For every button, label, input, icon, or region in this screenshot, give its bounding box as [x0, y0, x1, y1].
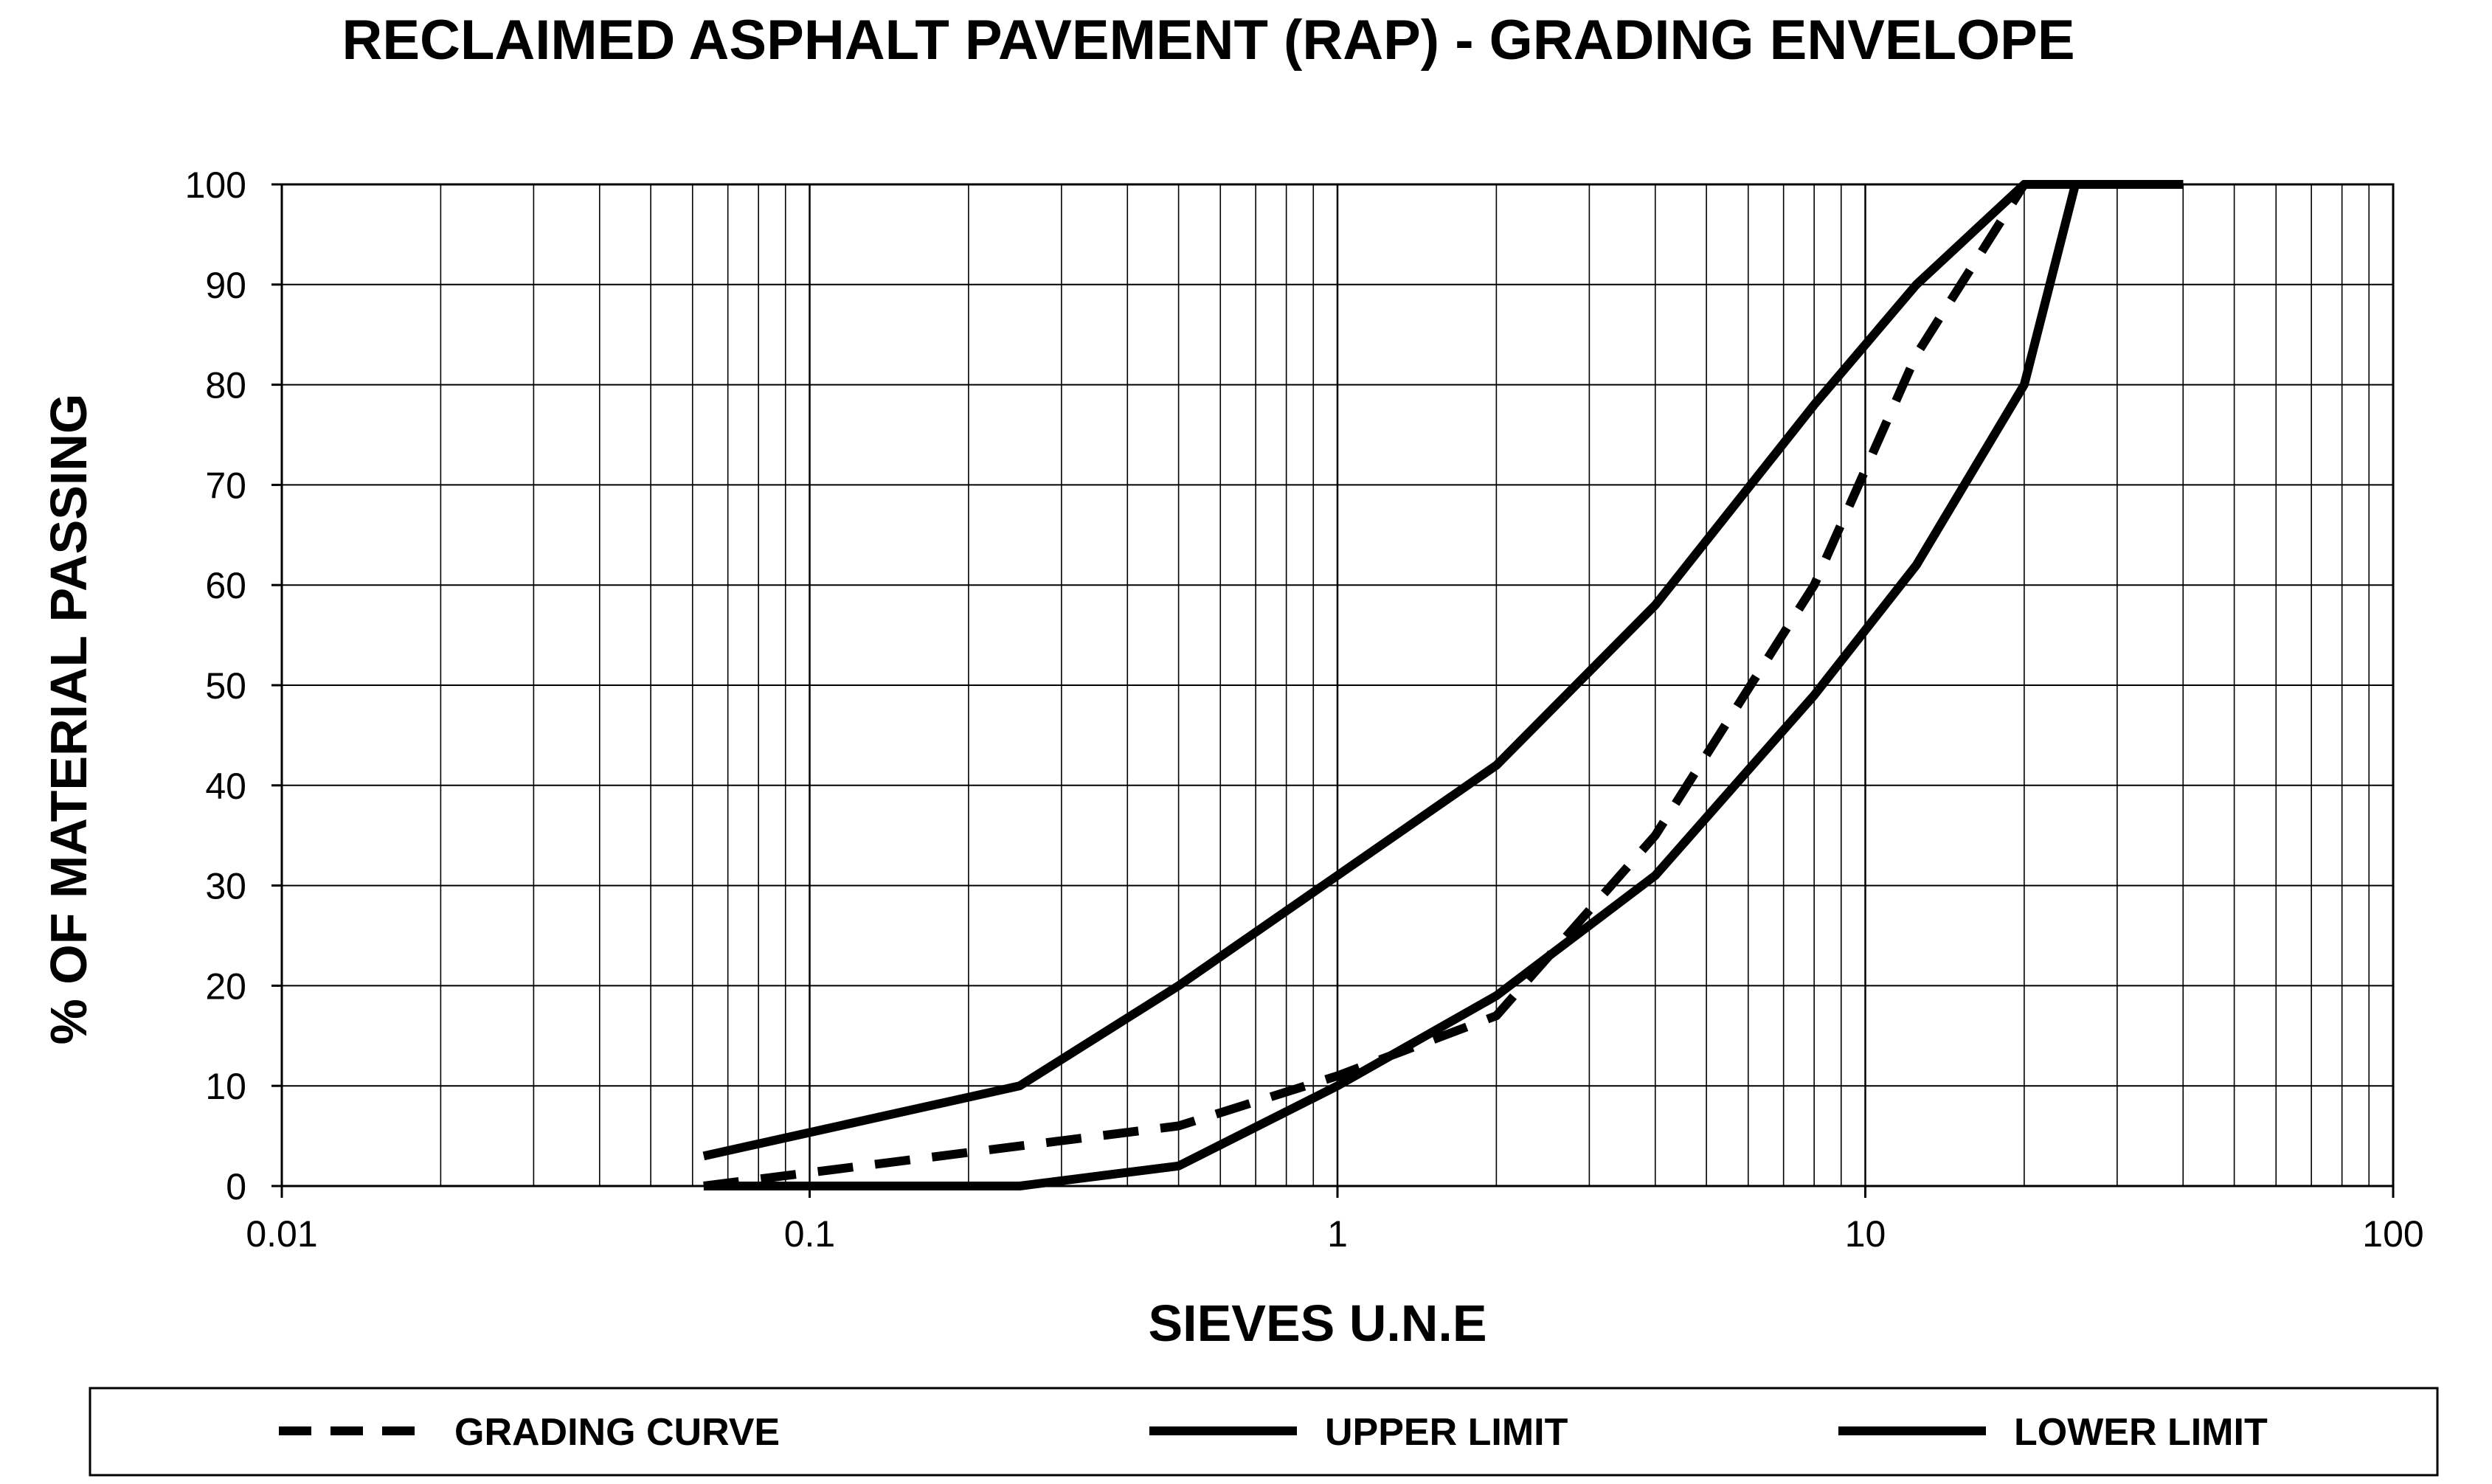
- legend-label: UPPER LIMIT: [1325, 1411, 1568, 1454]
- legend-label: GRADING CURVE: [454, 1411, 780, 1454]
- x-axis-ticks: 0.01 0.1 1 10 100: [246, 1186, 2424, 1255]
- y-tick-label: 90: [205, 265, 246, 306]
- x-tick-label: 10: [1845, 1213, 1886, 1255]
- legend-label: LOWER LIMIT: [2014, 1411, 2268, 1454]
- y-tick-label: 50: [205, 665, 246, 707]
- x-tick-label: 0.1: [784, 1213, 836, 1255]
- y-tick-label: 70: [205, 465, 246, 506]
- y-tick-label: 100: [185, 164, 246, 206]
- x-tick-label: 1: [1327, 1213, 1348, 1255]
- x-tick-label: 0.01: [246, 1213, 317, 1255]
- series-line-grading-curve: [703, 180, 2184, 1190]
- y-axis-title: % OF MATERIAL PASSING: [40, 394, 97, 1045]
- grid: [280, 184, 2393, 1187]
- y-tick-label: 60: [205, 565, 246, 606]
- legend-box: [89, 1387, 2439, 1477]
- y-tick-label: 0: [226, 1166, 246, 1207]
- y-tick-label: 10: [205, 1066, 246, 1107]
- series-layer: [702, 180, 2184, 1190]
- chart-title: RECLAIMED ASPHALT PAVEMENT (RAP) - GRADI…: [342, 9, 2074, 72]
- series-line-upper-limit: [702, 180, 2184, 1161]
- series-line-lower-limit: [703, 180, 2184, 1190]
- x-axis-title: SIEVES U.N.E: [1148, 1294, 1486, 1352]
- y-tick-label: 20: [205, 965, 246, 1007]
- y-tick-label: 30: [205, 866, 246, 907]
- y-tick-label: 80: [205, 365, 246, 406]
- y-tick-label: 40: [205, 766, 246, 807]
- x-tick-label: 100: [2362, 1213, 2423, 1255]
- y-axis-ticks: 0 10 20 30 40 50 60 70 80 90 100: [185, 164, 282, 1207]
- legend: GRADING CURVE UPPER LIMIT LOWER LIMIT: [89, 1387, 2439, 1477]
